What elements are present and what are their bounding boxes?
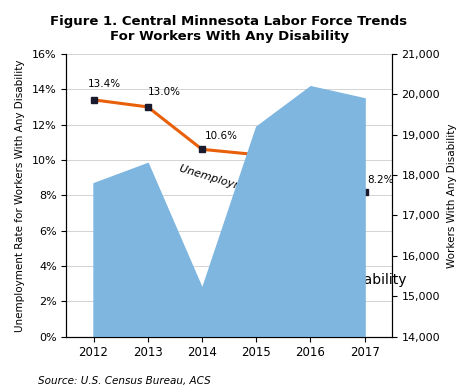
- Text: 13.4%: 13.4%: [88, 80, 121, 90]
- Text: Source: U.S. Census Bureau, ACS: Source: U.S. Census Bureau, ACS: [38, 376, 211, 386]
- Text: 13.0%: 13.0%: [148, 87, 181, 97]
- Y-axis label: Unemployment Rate for Workers With Any Disability: Unemployment Rate for Workers With Any D…: [15, 59, 25, 331]
- Text: Labor Force With a Disability: Labor Force With a Disability: [207, 273, 407, 287]
- Text: 8.2%: 8.2%: [367, 175, 394, 185]
- Text: Unemployment Rate: Unemployment Rate: [177, 163, 290, 207]
- Text: 10.3%: 10.3%: [259, 136, 292, 146]
- Text: 10.6%: 10.6%: [205, 131, 238, 141]
- Y-axis label: Workers With Any Disability: Workers With Any Disability: [447, 123, 457, 268]
- Text: 9.4%: 9.4%: [283, 178, 310, 189]
- Title: Figure 1. Central Minnesota Labor Force Trends
For Workers With Any Disability: Figure 1. Central Minnesota Labor Force …: [51, 15, 408, 43]
